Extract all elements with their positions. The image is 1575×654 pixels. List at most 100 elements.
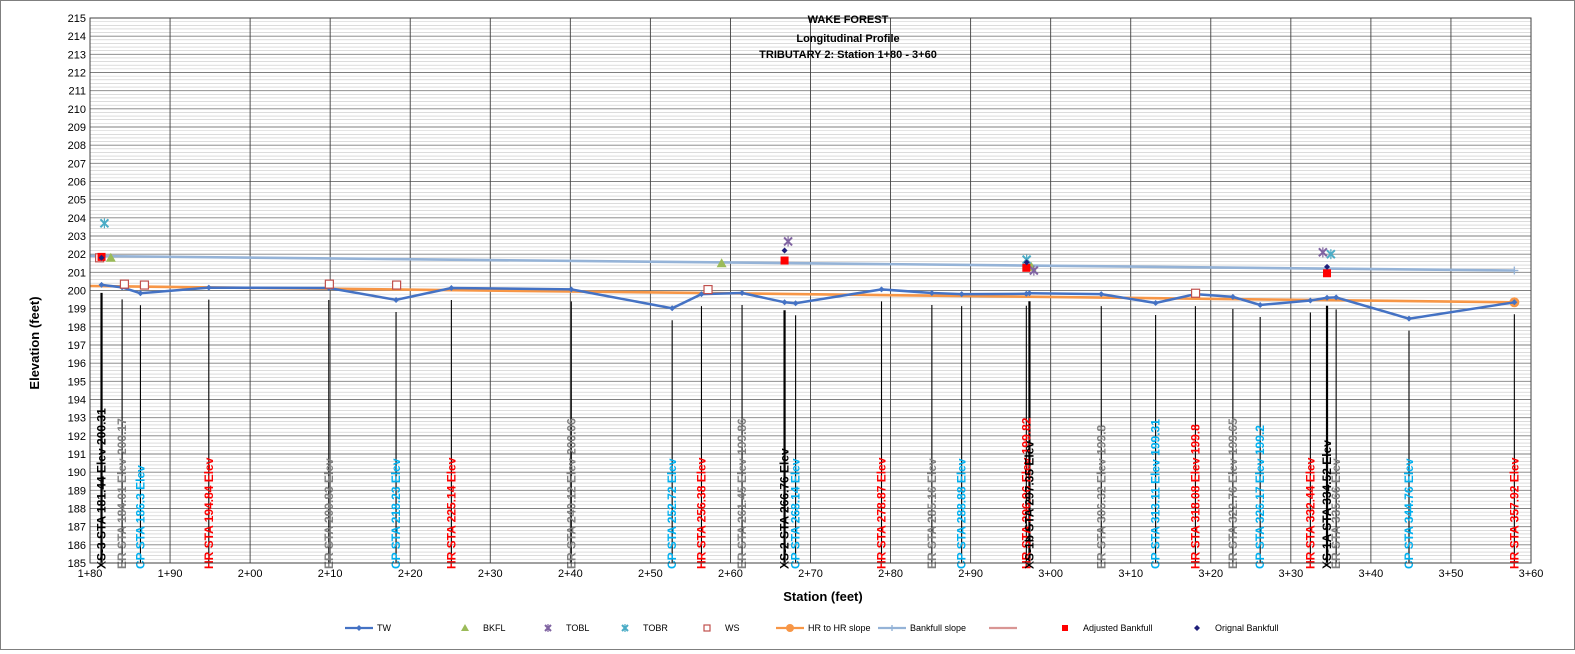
x-tick-label: 3+10 (1118, 568, 1143, 580)
station-label: CP STA 218.23 Elev (389, 458, 403, 569)
legend-swatch-marker (621, 624, 629, 632)
data-point (324, 279, 334, 289)
station-label-prefix: ER (115, 549, 129, 569)
data-point (1405, 315, 1412, 322)
station-label-text: STA 261.45 Elev 199.86 (735, 418, 749, 549)
chart-subtitle-1: Longitudinal Profile (796, 33, 899, 45)
station-label-text: STA 252.72 Elev (665, 458, 679, 549)
series-tobl (783, 236, 1328, 276)
legend-label: BKFL (483, 623, 506, 633)
station-label-prefix: ER (925, 549, 939, 569)
data-point (1026, 290, 1033, 297)
x-tick-label: 2+40 (558, 568, 583, 580)
y-tick-label: 213 (68, 49, 86, 61)
data-point (1318, 247, 1328, 258)
y-tick-label: 192 (68, 431, 86, 443)
station-label-text: STA 326.17 Elev 199.2 (1253, 425, 1267, 549)
x-tick-label: 2+30 (478, 568, 503, 580)
data-point (1257, 302, 1264, 309)
legend-item: BKFL (461, 623, 506, 633)
station-label-text: STA 266.76 Elev (778, 448, 792, 539)
station-label-text: STA 268.14 Elev (789, 458, 803, 549)
data-point (1333, 294, 1340, 301)
y-tick-label: 187 (68, 522, 86, 534)
data-point (119, 279, 130, 289)
station-label-text: STA 296.96 Elev 199.82 (1019, 417, 1033, 548)
y-tick-label: 214 (68, 31, 86, 43)
station-label-text: STA 225.14 Elev (444, 457, 458, 548)
legend: TW BKFL TOBL TOBR WS HR to HR slope Bankfull s… (345, 623, 1279, 633)
station-label: ER STA 306.32 Elev 199.8 (1094, 425, 1108, 569)
station-label-text: STA 335.66 Elev (1329, 458, 1343, 549)
y-tick-label: 202 (68, 249, 86, 261)
x-axis-label: Station (feet) (783, 589, 862, 604)
station-label-prefix: HR (1303, 548, 1317, 569)
station-label-text: STA 186.3 Elev (133, 465, 147, 549)
legend-swatch-marker (356, 625, 362, 631)
data-point (698, 291, 705, 298)
x-tick-label: 1+90 (158, 568, 183, 580)
data-point (1326, 249, 1336, 260)
x-tick-label: 3+20 (1198, 568, 1223, 580)
legend-label: TOBL (566, 623, 589, 633)
series-bankfull-slope (89, 254, 1519, 275)
data-point (781, 247, 788, 254)
legend-item: TOBL (544, 623, 589, 633)
legend-swatch-marker (461, 624, 469, 631)
station-labels: XS-3 STA 181.44 Elev 200.31 ER STA 184.01… (95, 408, 1522, 569)
data-point (792, 300, 799, 307)
x-tick-label: 2+60 (718, 568, 743, 580)
station-label: CP STA 268.14 Elev (789, 458, 803, 569)
station-label-text: STA 240.12 Elev 200.06 (564, 418, 578, 549)
station-label-prefix: ER (1329, 549, 1343, 569)
station-label: HR STA 225.14 Elev (444, 457, 458, 569)
station-label: ER STA 322.76 Elev 199.65 (1226, 418, 1240, 569)
data-point (205, 284, 212, 291)
y-tick-label: 200 (68, 286, 86, 298)
station-label-text: STA 334.52 Elev (1320, 440, 1334, 531)
station-label-text: STA 285.16 Elev (925, 458, 939, 549)
station-label: XS-3 STA 181.44 Elev 200.31 (95, 408, 109, 569)
station-label-prefix: XS-3 (95, 539, 109, 569)
station-label-prefix: HR (202, 548, 216, 569)
station-label-text: STA 322.76 Elev 199.65 (1226, 418, 1240, 549)
station-label-prefix: HR (444, 548, 458, 569)
series-line (101, 283, 1515, 320)
y-tick-label: 199 (68, 304, 86, 316)
data-point (98, 281, 105, 288)
x-tick-label: 3+30 (1278, 568, 1303, 580)
station-label: ER STA 285.16 Elev (925, 458, 939, 569)
station-label-prefix: XS-1b (1022, 532, 1036, 569)
station-label-prefix: ER (1094, 549, 1108, 569)
data-point (928, 290, 935, 297)
data-point (448, 284, 455, 291)
legend-item: Adjusted Bankfull (1062, 623, 1153, 633)
x-tick-label: 3+00 (1038, 568, 1063, 580)
station-label-prefix: CP (1149, 549, 1163, 569)
data-point (716, 258, 727, 268)
y-tick-label: 208 (68, 140, 86, 152)
data-point (783, 236, 793, 247)
station-label-text: STA 278.87 Elev (875, 457, 889, 548)
station-label-text: STA 297.35 Elev (1022, 441, 1036, 532)
legend-item: HR to HR slope (776, 623, 871, 633)
data-point (1229, 293, 1236, 300)
station-label-text: STA 256.38 Elev (694, 457, 708, 548)
station-label-prefix: XS-2 (778, 539, 792, 569)
station-label-text: STA 181.44 Elev 200.31 (95, 408, 109, 539)
station-label: CP STA 313.11 Elev 199.31 (1149, 419, 1163, 569)
station-label-prefix: HR (875, 548, 889, 569)
station-label: ER STA 335.66 Elev (1329, 458, 1343, 569)
y-tick-label: 195 (68, 376, 86, 388)
data-point (1511, 299, 1518, 306)
x-tick-label: 1+80 (78, 568, 103, 580)
station-label-prefix: ER (322, 549, 336, 569)
station-label-text: STA 194.84 Elev (202, 457, 216, 548)
data-point (139, 280, 150, 290)
station-label-text: STA 209.83 Elev (322, 458, 336, 549)
station-label-text: STA 357.92 Elev (1507, 457, 1521, 548)
station-label: CP STA 252.72 Elev (665, 458, 679, 569)
station-label: CP STA 344.76 Elev (1402, 458, 1416, 569)
station-label: HR STA 256.38 Elev (694, 457, 708, 569)
station-lines (100, 292, 1515, 563)
